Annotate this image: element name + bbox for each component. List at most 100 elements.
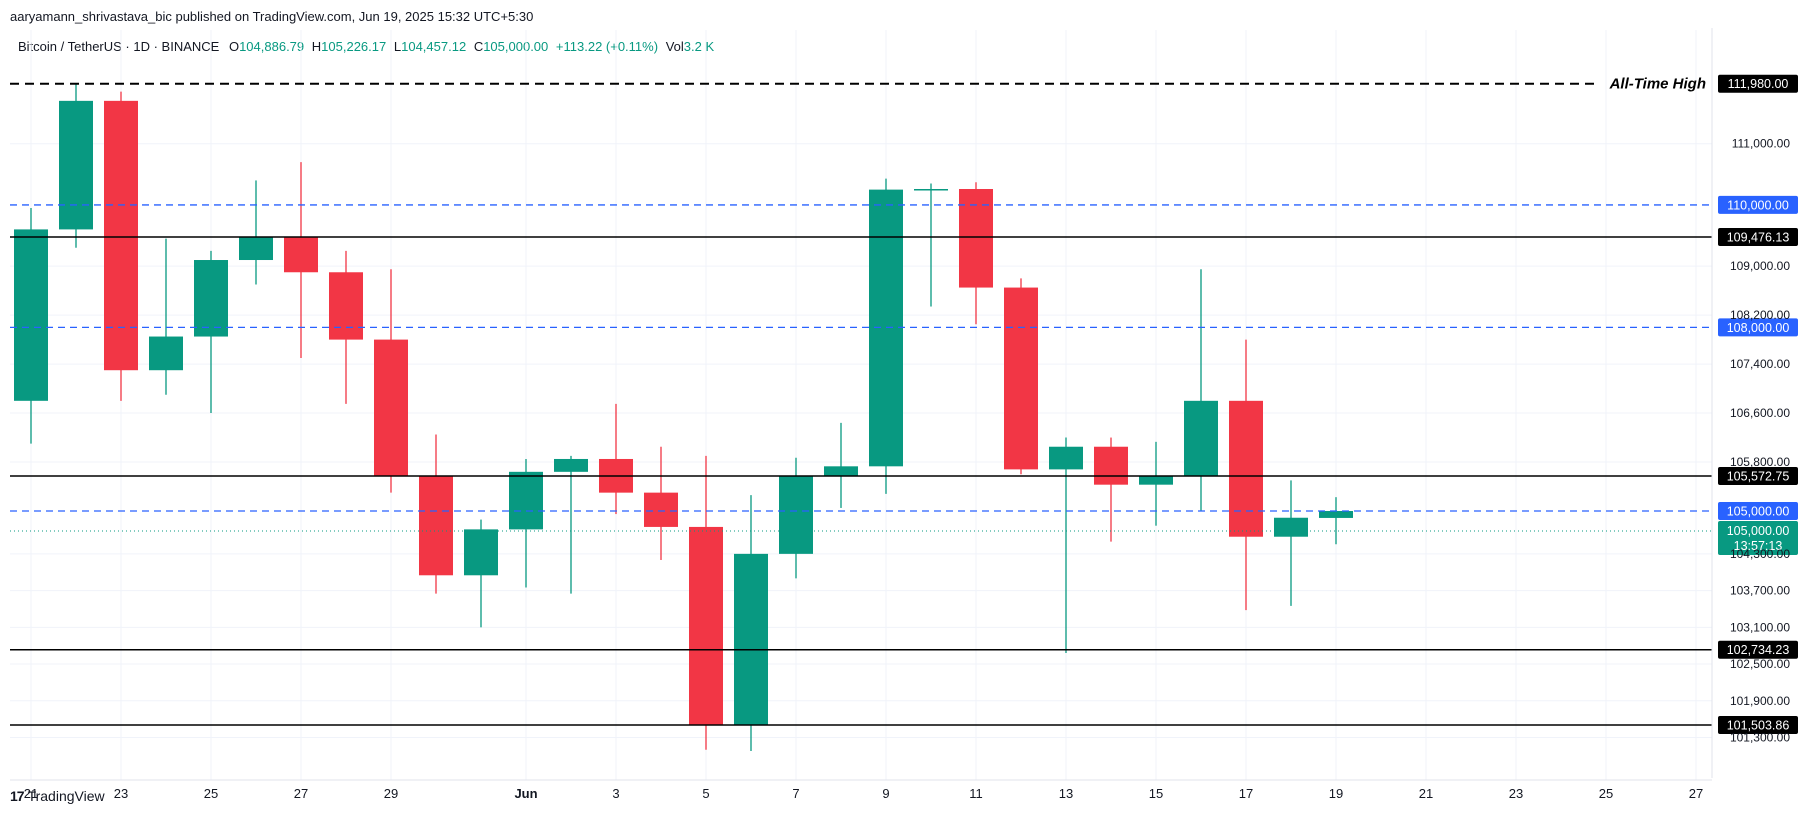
horizontal-levels: All-Time High 111,980.00 110,000.00 109,476… — [10, 74, 1798, 735]
level-price-tag — [1718, 716, 1798, 735]
level-price-tag — [1718, 227, 1798, 246]
price-tick-label: 108,200.00 — [1730, 308, 1790, 322]
candle-body[interactable] — [734, 553, 768, 726]
level-price-label: 109,476.13 — [1727, 230, 1790, 244]
close-label: C — [473, 39, 484, 54]
date-tick-label: 15 — [1149, 786, 1163, 801]
level-price-tag — [1718, 195, 1798, 214]
date-tick-label: 29 — [384, 786, 398, 801]
level-price-label: 101,503.86 — [1727, 719, 1790, 733]
high-value: 105,226.17 — [321, 39, 387, 54]
price-tick-label: 111,000.00 — [1732, 137, 1791, 151]
candle-body[interactable] — [1319, 511, 1353, 518]
price-tick-label: 102,500.00 — [1730, 657, 1790, 671]
bar-countdown: 13:57:13 — [1734, 539, 1783, 553]
candle-body[interactable] — [914, 189, 948, 191]
tv-logo-icon: 17 — [10, 788, 25, 804]
price-tick-label: 106,600.00 — [1730, 406, 1790, 420]
axes: 111,000.00 109,000.00 108,200.00 107,400.00… — [10, 28, 1790, 801]
date-tick-label: 21 — [1419, 786, 1433, 801]
date-tick-label: 21 — [24, 786, 38, 801]
candle-body[interactable] — [329, 272, 363, 340]
candle-body[interactable] — [959, 189, 993, 288]
price-tick-label: 105,800.00 — [1730, 455, 1790, 469]
candles — [14, 83, 1353, 751]
candle-body[interactable] — [1229, 400, 1263, 537]
candle-body[interactable] — [554, 458, 588, 472]
tradingview-logo[interactable]: 17 TradingView — [10, 788, 105, 804]
close-value: 105,000.00 — [483, 39, 549, 54]
date-tick-label: 23 — [1509, 786, 1523, 801]
level-price-tag — [1718, 502, 1798, 521]
date-tick-label: 19 — [1329, 786, 1343, 801]
last-price-label: 105,000.00 — [1727, 524, 1790, 538]
candle-body[interactable] — [824, 466, 858, 476]
low-label: L — [393, 39, 402, 54]
candle-body[interactable] — [419, 475, 453, 576]
date-tick-label: 5 — [702, 786, 709, 801]
level-price-label: 110,000.00 — [1727, 198, 1789, 212]
date-tick-label: Jun — [514, 786, 537, 801]
candle-body[interactable] — [374, 339, 408, 476]
date-tick-label: 3 — [612, 786, 619, 801]
level-price-tag — [1718, 640, 1798, 659]
level-price-label: 108,000.00 — [1727, 321, 1790, 335]
level-price-label: 105,572.75 — [1727, 469, 1790, 483]
level-price-label: 105,000.00 — [1727, 505, 1790, 519]
price-tick-label: 104,300.00 — [1730, 547, 1790, 561]
change-value: +113.22 (+0.11%) — [555, 39, 659, 54]
ath-annotation: All-Time High — [1609, 76, 1706, 93]
date-tick-label: 25 — [204, 786, 218, 801]
date-tick-label: 11 — [969, 786, 983, 801]
level-price-label: 102,734.23 — [1727, 643, 1790, 657]
date-tick-label: 27 — [294, 786, 308, 801]
candle-body[interactable] — [1049, 446, 1083, 470]
candle-body[interactable] — [104, 100, 138, 371]
price-tick-label: 103,700.00 — [1730, 584, 1790, 598]
price-tick-label: 109,000.00 — [1730, 259, 1790, 273]
volume-value: 3.2 K — [683, 39, 715, 54]
open-label: O — [228, 39, 240, 54]
price-tick-label: 101,900.00 — [1730, 694, 1790, 708]
candle-body[interactable] — [194, 260, 228, 337]
date-tick-label: 27 — [1689, 786, 1703, 801]
candle-body[interactable] — [239, 236, 273, 261]
symbol-name[interactable]: Bitcoin / TetherUS · 1D · BINANCE — [18, 39, 220, 54]
date-tick-label: 23 — [114, 786, 128, 801]
date-tick-label: 9 — [882, 786, 889, 801]
date-tick-label: 25 — [1599, 786, 1613, 801]
candle-body[interactable] — [644, 492, 678, 527]
ohlc-legend: Bitcoin / TetherUS · 1D · BINANCE O104,8… — [18, 39, 714, 54]
date-tick-label: 7 — [792, 786, 799, 801]
price-tick-label: 101,300.00 — [1730, 731, 1790, 745]
publisher-line: aaryamann_shrivastava_bic published on T… — [10, 9, 534, 24]
level-price-tag — [1718, 318, 1798, 337]
level-price-tag — [1718, 74, 1798, 93]
candle-body[interactable] — [284, 236, 318, 273]
last-price-tag — [1718, 521, 1798, 556]
candle-body[interactable] — [1094, 446, 1128, 485]
candle-body[interactable] — [59, 100, 93, 230]
high-label: H — [311, 39, 322, 54]
candle-body[interactable] — [509, 471, 543, 530]
date-tick-label: 17 — [1239, 786, 1253, 801]
level-price-label: 111,980.00 — [1728, 77, 1789, 91]
tv-logo-text: TradingView — [27, 788, 105, 804]
candle-body[interactable] — [14, 229, 48, 401]
candle-body[interactable] — [1184, 400, 1218, 476]
candle-body[interactable] — [1139, 475, 1173, 485]
candle-body[interactable] — [1004, 287, 1038, 470]
candle-body[interactable] — [149, 336, 183, 371]
grid — [10, 30, 1712, 780]
candle-body[interactable] — [464, 529, 498, 576]
level-price-tag — [1718, 466, 1798, 485]
price-tick-label: 103,100.00 — [1730, 620, 1790, 634]
candle-body[interactable] — [1274, 517, 1308, 537]
price-tick-label: 107,400.00 — [1730, 357, 1790, 371]
candle-body[interactable] — [689, 526, 723, 726]
volume-label: Vol — [665, 39, 684, 54]
low-value: 104,457.12 — [401, 39, 467, 54]
date-tick-label: 13 — [1059, 786, 1073, 801]
candle-body[interactable] — [779, 475, 813, 554]
